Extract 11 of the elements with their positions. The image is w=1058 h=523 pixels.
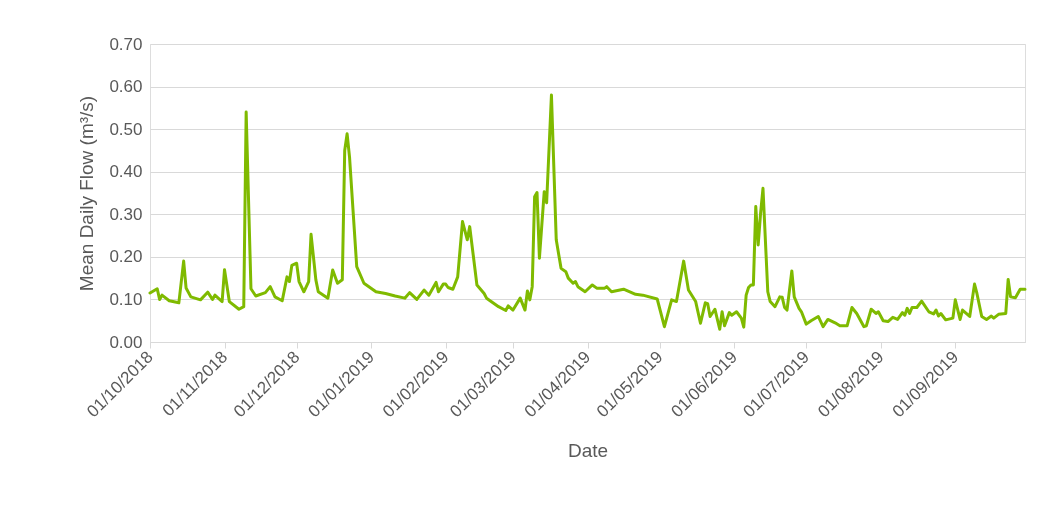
line-series [148,93,1027,331]
y-tick-label: 0.20 [109,247,143,267]
y-tick-label: 0.00 [109,332,143,352]
y-tick-label: 0.40 [109,162,143,182]
y-axis-title: Mean Daily Flow (m³/s) [76,95,98,292]
y-tick-label: 0.50 [109,119,143,139]
x-axis-title: Date [567,440,609,462]
y-tick-label: 0.10 [109,289,143,309]
y-tick-label: 0.30 [109,204,143,224]
y-tick-label: 0.60 [109,77,143,97]
y-tick-label: 0.70 [109,34,143,54]
